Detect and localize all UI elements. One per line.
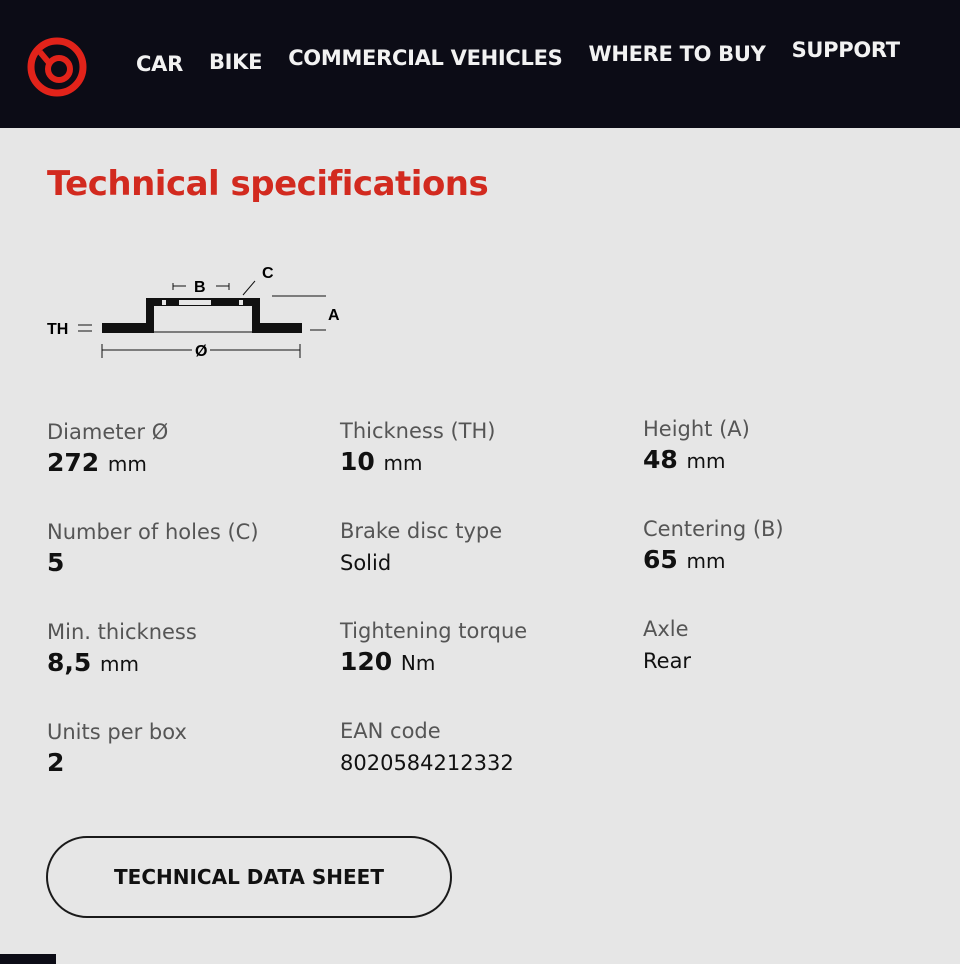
diagram-label-a: A — [328, 307, 340, 324]
spec-label: Diameter Ø — [47, 420, 169, 444]
spec-label: Brake disc type — [340, 518, 503, 543]
technical-data-sheet-button[interactable]: TECHNICAL DATA SHEET — [46, 836, 452, 918]
diagram-label-b: B — [194, 279, 206, 296]
brembo-logo[interactable] — [26, 36, 88, 98]
spec-label: Units per box — [47, 720, 187, 744]
spec-value: 48 mm — [643, 445, 750, 474]
page-title: Technical specifications — [47, 164, 489, 204]
spec-value-number: 120 — [340, 646, 393, 676]
spec-item: EAN code 8020584212332 — [340, 719, 514, 776]
spec-unit: mm — [686, 549, 726, 573]
spec-value-number: 48 — [643, 445, 678, 474]
nav-bike[interactable]: BIKE — [208, 50, 263, 74]
main-nav: CAR BIKE COMMERCIAL VEHICLES WHERE TO BU… — [136, 38, 926, 76]
spec-value: Solid — [340, 547, 502, 576]
diagram-label-diameter: Ø — [195, 343, 207, 360]
spec-value: 65 mm — [643, 545, 784, 574]
spec-item: Number of holes (C) 5 — [47, 520, 259, 577]
diagram-label-c: C — [262, 265, 274, 282]
spec-unit: Nm — [400, 650, 436, 675]
spec-value: 2 — [47, 748, 187, 777]
spec-value-number: Solid — [340, 550, 392, 575]
spec-item: Centering (B) 65 mm — [643, 517, 784, 574]
spec-label: Axle — [643, 617, 689, 641]
spec-value-number: 272 — [47, 448, 100, 477]
spec-unit: mm — [107, 452, 147, 476]
spec-item: Thickness (TH) 10 mm — [340, 419, 495, 476]
spec-value: 8,5 mm — [47, 648, 197, 677]
nav-where-to-buy[interactable]: WHERE TO BUY — [588, 42, 766, 66]
spec-item: Units per box 2 — [47, 720, 187, 777]
spec-value: 8020584212332 — [340, 747, 514, 776]
nav-commercial-vehicles[interactable]: COMMERCIAL VEHICLES — [288, 46, 563, 70]
spec-unit: mm — [100, 652, 139, 676]
spec-item: Min. thickness 8,5 mm — [47, 620, 197, 677]
spec-item: Diameter Ø 272 mm — [47, 420, 168, 477]
top-nav-bar: CAR BIKE COMMERCIAL VEHICLES WHERE TO BU… — [0, 0, 960, 128]
spec-label: Min. thickness — [47, 620, 197, 644]
spec-label: Tightening torque — [340, 618, 528, 643]
spec-value-number: 5 — [47, 548, 65, 577]
spec-value: 120 Nm — [340, 647, 527, 676]
spec-value: 10 mm — [340, 447, 495, 476]
spec-item: Brake disc type Solid — [340, 519, 502, 576]
spec-value-number: 2 — [47, 748, 65, 777]
spec-unit: mm — [686, 449, 726, 473]
spec-item: Axle Rear — [643, 617, 691, 674]
spec-value-number: 8,5 — [47, 648, 92, 677]
spec-value-number: Rear — [643, 649, 692, 673]
spec-value-number: 8020584212332 — [340, 750, 514, 775]
spec-value: 272 mm — [47, 448, 168, 477]
spec-unit: mm — [383, 450, 423, 475]
spec-value-number: 65 — [643, 545, 678, 574]
spec-label: EAN code — [340, 718, 441, 743]
spec-label: Height (A) — [643, 417, 750, 441]
spec-label: Centering (B) — [643, 517, 784, 541]
spec-label: Thickness (TH) — [340, 418, 496, 443]
spec-value: Rear — [643, 645, 691, 674]
spec-item: Height (A) 48 mm — [643, 417, 750, 474]
spec-label: Number of holes (C) — [47, 520, 259, 544]
spec-value: 5 — [47, 548, 259, 577]
brake-disc-diagram: B C A TH Ø — [47, 265, 340, 360]
nav-support[interactable]: SUPPORT — [791, 38, 901, 62]
footer-edge — [0, 954, 56, 964]
nav-car[interactable]: CAR — [136, 52, 183, 76]
diagram-label-th: TH — [47, 321, 68, 338]
spec-item: Tightening torque 120 Nm — [340, 619, 527, 676]
spec-value-number: 10 — [340, 446, 375, 476]
